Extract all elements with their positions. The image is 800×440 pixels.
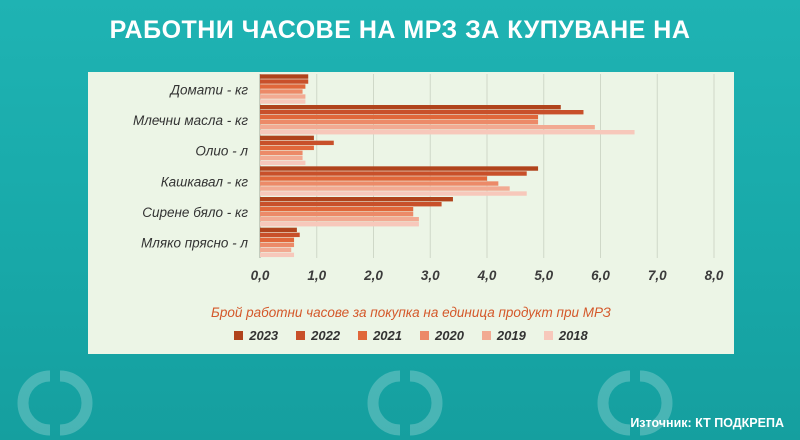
source-note: Източник: КТ ПОДКРЕПА [630,416,784,430]
legend-item: 2020 [420,328,464,343]
chart-legend: 2023 2022 2021 2020 2019 2018 [88,328,734,343]
category-label: Кашкавал - кг [161,174,249,189]
watermark-logo-icon [17,370,93,436]
legend-item: 2018 [543,328,588,343]
x-tick-label: 0,0 [251,268,270,283]
bar [260,140,334,146]
bar [260,237,295,243]
bar [260,105,561,110]
legend-item: 2019 [481,328,526,343]
x-tick-label: 8,0 [705,268,724,283]
bar [260,99,306,104]
bar [260,232,300,238]
bar [260,197,453,202]
legend-swatch [420,331,429,340]
bar-chart: Домати - кг Млечни масла - кг Олио - л Кашк… [133,74,724,283]
x-tick-label: 2,0 [363,268,383,283]
bar [260,247,292,253]
x-tick-label: 4,0 [477,268,497,283]
legend-item: 2022 [296,328,340,343]
x-axis-title: Брой работни часове за покупка на единиц… [211,305,611,320]
legend-label: 2019 [496,328,526,343]
bar [260,207,414,212]
legend-label: 2020 [435,328,464,343]
bar [260,181,499,186]
bar [260,115,539,120]
bar [260,145,314,151]
bar [260,130,635,135]
bar [260,191,527,196]
category-label: Сирене бяло - кг [142,205,248,220]
legend-swatch [543,331,553,340]
bar [260,150,303,156]
chart-title: РАБОТНИ ЧАСОВЕ НА МРЗ ЗА КУПУВАНЕ НА [109,16,691,44]
legend-swatch [234,331,244,340]
bar [260,217,419,222]
watermark-logo-icon [597,370,673,436]
category-label: Олио - л [195,144,248,159]
category-label: Млечни масла - кг [133,113,248,128]
bar [260,242,295,248]
bar [260,135,314,141]
x-tick-label: 6,0 [591,268,610,283]
legend-item: 2021 [358,328,402,343]
bar [260,166,539,171]
bar [260,186,510,191]
bar [260,74,309,79]
legend-label: 2022 [311,328,341,343]
bar [260,252,295,258]
bar [260,202,442,207]
bar [260,120,539,125]
bar [260,160,306,166]
legend-swatch [296,331,306,340]
legend-swatch [481,331,491,340]
legend-swatch [358,331,368,340]
bar [260,222,419,227]
bar [260,89,303,94]
legend-label: 2021 [373,328,402,343]
chart-panel: Домати - кг Млечни масла - кг Олио - л Кашк… [88,72,734,354]
bar [260,171,527,176]
bar [260,125,595,130]
category-label: Мляко прясно - л [141,236,248,251]
x-tick-label: 5,0 [534,268,553,283]
watermark-logo-icon [367,370,443,436]
legend-item: 2023 [234,328,278,343]
bar [260,84,306,89]
x-tick-label: 7,0 [648,268,667,283]
legend-label: 2023 [249,328,279,343]
bar [260,110,584,115]
bar [260,79,309,84]
legend-label: 2018 [558,328,588,343]
category-label: Домати - кг [168,82,248,97]
bar [260,155,303,161]
bar [260,227,297,233]
bar [260,94,306,99]
x-tick-label: 1,0 [307,268,326,283]
x-tick-label: 3,0 [421,268,440,283]
bar [260,176,487,181]
bar [260,212,414,217]
